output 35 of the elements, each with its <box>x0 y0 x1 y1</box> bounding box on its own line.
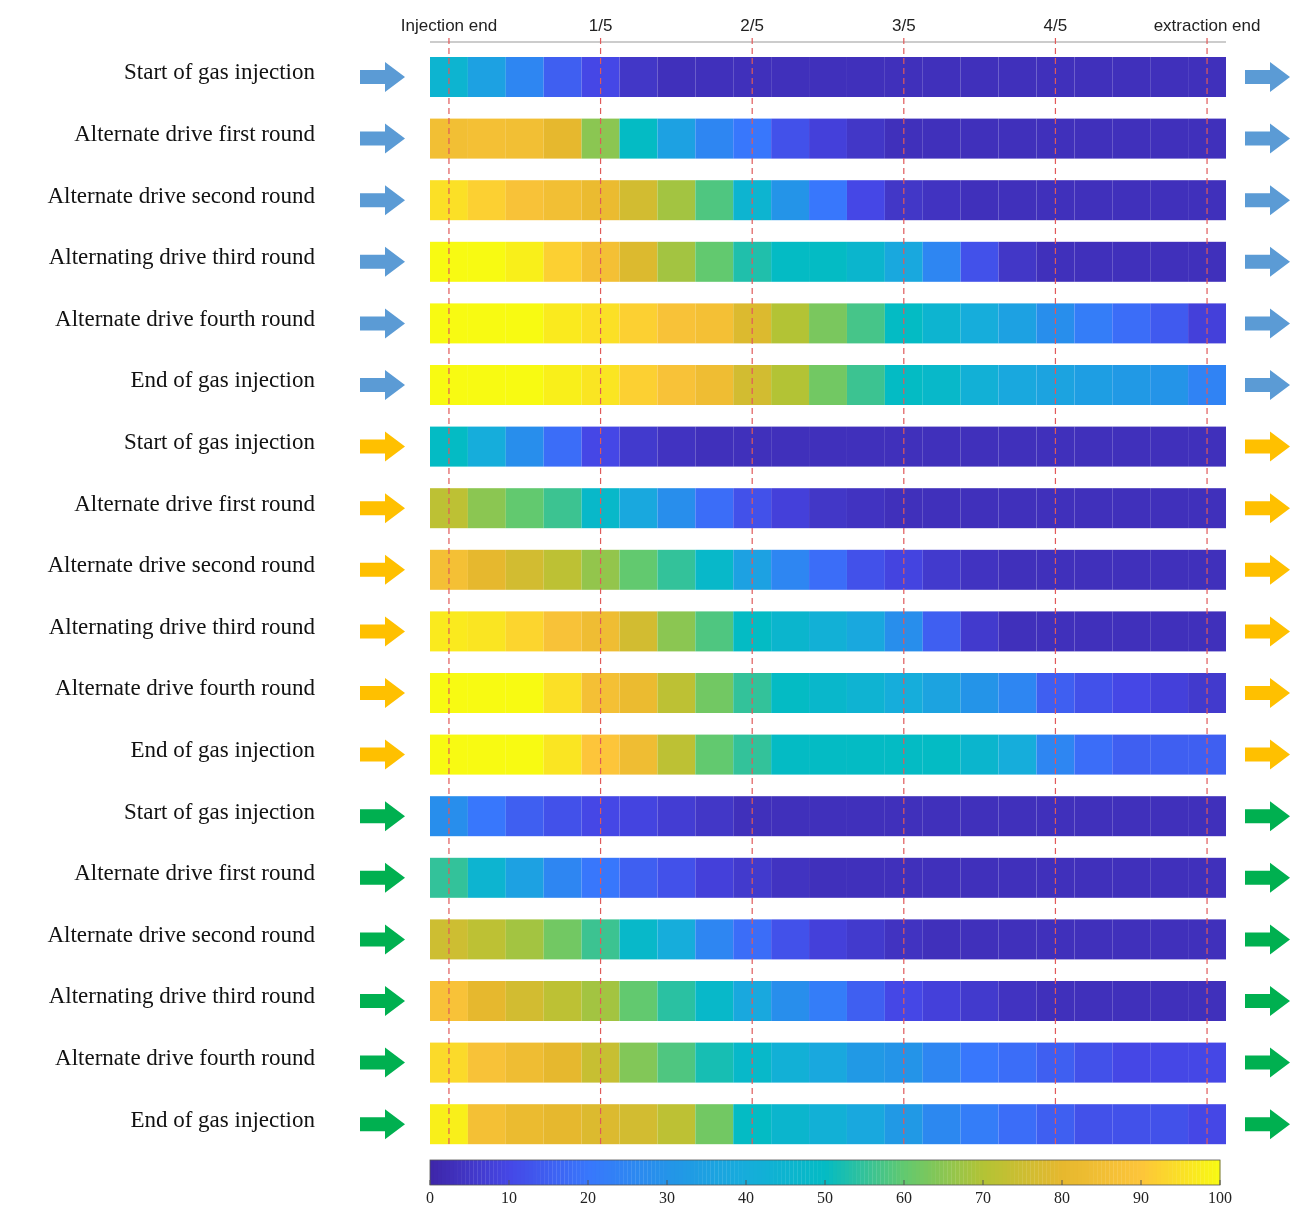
x-tick-label: 1/5 <box>588 16 613 35</box>
y-tick-label: Alternating drive third round <box>48 983 316 1009</box>
color-bar-label: 80 <box>1054 1189 1070 1206</box>
x-tick-label: extraction end <box>1153 16 1261 35</box>
y-tick-label: Alternate drive first round <box>74 860 316 886</box>
y-tick-label: Alternate drive second round <box>47 921 316 947</box>
y-tick-label: End of gas injection <box>130 736 316 762</box>
y-tick-label: Alternate drive second round <box>47 182 316 208</box>
y-tick-label: Start of gas injection <box>124 798 316 824</box>
color-bar-label: 40 <box>738 1189 754 1206</box>
x-tick-label: 4/5 <box>1043 16 1068 35</box>
x-tick-label: Injection end <box>400 16 498 35</box>
y-tick-label: Start of gas injection <box>124 428 316 454</box>
y-tick-label: End of gas injection <box>130 367 316 393</box>
x-tick-label: 3/5 <box>891 16 916 35</box>
color-bar-label: 30 <box>659 1189 675 1206</box>
y-tick-label: Alternate drive first round <box>74 490 316 516</box>
y-tick-label: Alternate drive fourth round <box>55 305 316 331</box>
x-tick-label: 2/5 <box>740 16 765 35</box>
color-bar-label: 0 <box>426 1189 434 1206</box>
y-tick-label: Alternate drive fourth round <box>55 1044 316 1070</box>
color-bar-label: 60 <box>896 1189 912 1206</box>
color-bar-label: 20 <box>580 1189 596 1206</box>
color-bar-label: 50 <box>817 1189 833 1206</box>
y-tick-label: Alternate drive fourth round <box>55 675 316 701</box>
y-tick-label: End of gas injection <box>130 1106 316 1132</box>
y-tick-label: Alternate drive first round <box>74 120 316 146</box>
y-tick-label: Alternate drive second round <box>47 552 316 578</box>
y-tick-label: Alternating drive third round <box>48 244 316 270</box>
color-bar-label: 90 <box>1133 1189 1149 1206</box>
color-bar-label: 10 <box>501 1189 517 1206</box>
y-tick-label: Alternating drive third round <box>48 613 316 639</box>
color-bar-label: 100 <box>1208 1189 1232 1206</box>
color-bar-label: 70 <box>975 1189 991 1206</box>
y-tick-label: Start of gas injection <box>124 59 316 85</box>
